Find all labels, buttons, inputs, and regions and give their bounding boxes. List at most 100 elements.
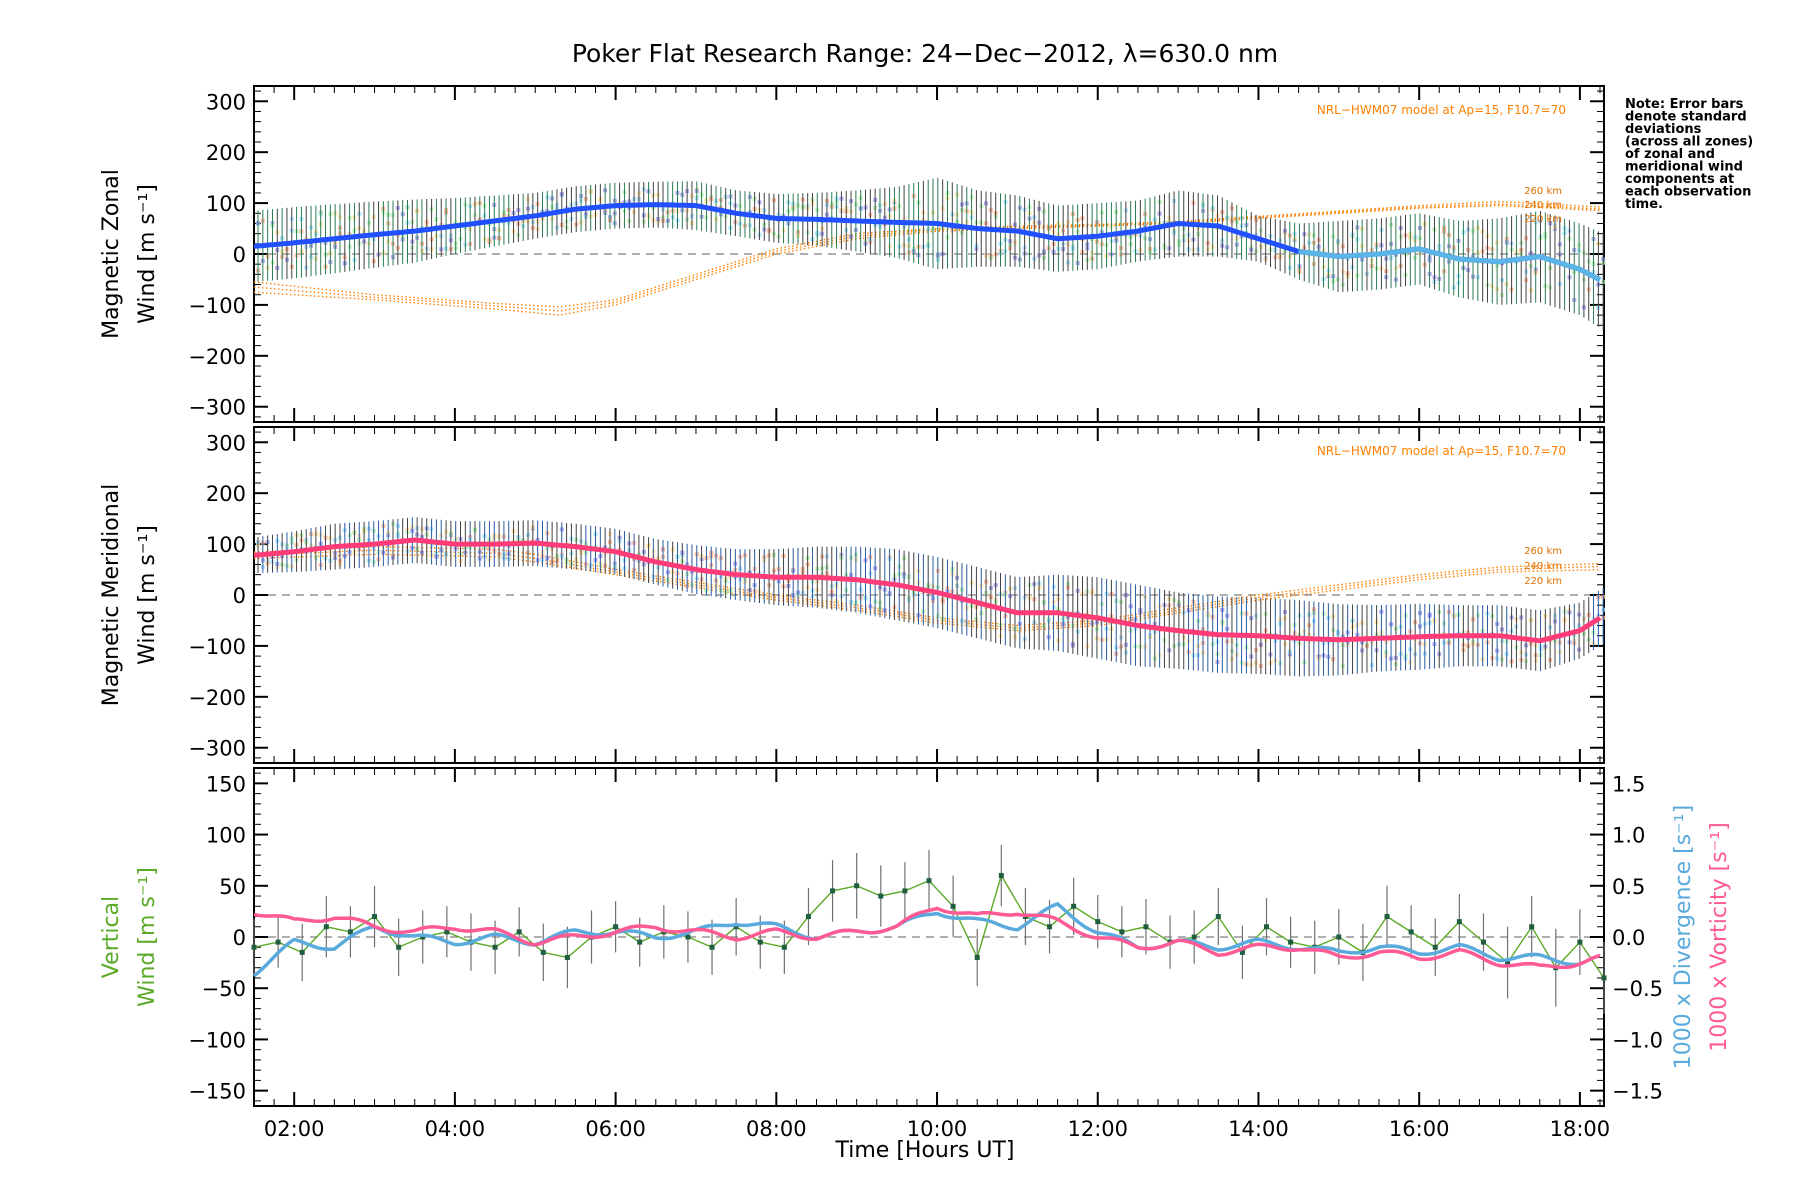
- vertical-wind-point: [1456, 919, 1462, 925]
- y-tick-label: −100: [188, 294, 246, 318]
- vertical-wind-point: [1264, 924, 1269, 930]
- note-line: Note: Error bars: [1625, 97, 1744, 112]
- vertical-wind-point: [950, 903, 956, 909]
- vertical-wind-point: [323, 924, 329, 930]
- vertical-wind-point: [347, 929, 353, 935]
- note-line: each observation: [1625, 185, 1751, 200]
- y-tick-label: 150: [206, 772, 246, 796]
- model-altitude-label: 220 km: [1524, 576, 1562, 587]
- y-tick-label: −200: [188, 345, 246, 369]
- vertical-wind-point: [1336, 934, 1342, 940]
- vertical-wind-point: [564, 954, 570, 960]
- vertical-wind-point: [685, 934, 691, 940]
- x-tick-label: 18:00: [1550, 1117, 1611, 1141]
- y-tick-label: −100: [188, 635, 246, 659]
- model-altitude-label: 240 km: [1524, 561, 1562, 572]
- mean-wind-line-late: [1298, 246, 1602, 283]
- vertical-wind-point: [1432, 944, 1438, 950]
- note-line: time.: [1625, 197, 1663, 212]
- vertical-wind-point: [1480, 939, 1486, 945]
- vertical-wind-point: [540, 949, 546, 955]
- y-tick-label: 300: [206, 431, 246, 455]
- model-altitude-label: 260 km: [1524, 186, 1562, 197]
- divergence-line: [252, 901, 1601, 978]
- y-tick-label: 0: [233, 584, 246, 608]
- note-line: of zonal and: [1625, 147, 1715, 162]
- model-altitude-label: 260 km: [1524, 546, 1562, 557]
- vertical-wind-point: [1095, 919, 1101, 925]
- vertical-wind-point: [372, 914, 378, 920]
- vertical-wind-point: [902, 888, 908, 894]
- y-tick-label: 50: [219, 875, 246, 899]
- vertical-wind-point: [878, 893, 884, 899]
- x-tick-label: 12:00: [1067, 1117, 1128, 1141]
- vertical-wind-point: [1119, 929, 1125, 935]
- vertical-wind-point: [1143, 924, 1149, 930]
- mean-wind-line: [253, 537, 1602, 644]
- model-curve: [253, 553, 1601, 632]
- y-tick-label: 200: [206, 141, 246, 165]
- vertical-wind-point: [1529, 924, 1535, 930]
- y-tick-label: 100: [206, 533, 246, 557]
- y-axis-title: Vertical: [99, 896, 124, 978]
- vertical-wind-point: [275, 939, 281, 945]
- vertical-wind-point: [1288, 939, 1294, 945]
- model-label: NRL−HWM07 model at Ap=15, F10.7=70: [1317, 444, 1566, 458]
- y2-tick-label: −0.5: [1612, 977, 1663, 1001]
- vertical-wind-point: [998, 873, 1004, 879]
- vertical-wind-point: [420, 934, 426, 940]
- vertical-wind-point: [709, 944, 715, 950]
- y2-tick-label: 0.0: [1612, 926, 1645, 950]
- y2-tick-label: −1.0: [1612, 1028, 1663, 1052]
- x-tick-label: 14:00: [1228, 1117, 1289, 1141]
- vertical-wind-point: [613, 924, 619, 930]
- y-axis-title: Magnetic Meridional: [99, 484, 124, 706]
- note-line: deviations: [1625, 122, 1702, 137]
- x-tick-label: 02:00: [264, 1117, 325, 1141]
- x-tick-label: 08:00: [746, 1117, 807, 1141]
- model-label: NRL−HWM07 model at Ap=15, F10.7=70: [1317, 103, 1566, 117]
- panel-vertical: 150 100 50 0 −50 −100 −150 Vertical Wind [m s⁻¹]…: [99, 767, 1732, 1141]
- vertical-wind-point: [492, 944, 498, 950]
- y-tick-label: 200: [206, 482, 246, 506]
- y-tick-label: −200: [188, 686, 246, 710]
- y-tick-label: −300: [188, 396, 246, 420]
- vertical-wind-point: [1577, 939, 1583, 945]
- vorticity-line: [253, 906, 1601, 970]
- x-tick-label: 10:00: [907, 1117, 968, 1141]
- y2-axis-title: 1000 x Divergence [s⁻¹]: [1671, 805, 1696, 1069]
- y-tick-label: 100: [206, 824, 246, 848]
- y-axis-title: Magnetic Zonal: [99, 169, 124, 339]
- vertical-wind-point: [854, 883, 860, 889]
- vertical-wind-point: [926, 878, 932, 884]
- y-axis-title: Wind [m s⁻¹]: [135, 867, 160, 1007]
- note-line: (across all zones): [1625, 135, 1753, 150]
- vertical-wind-point: [1239, 949, 1245, 955]
- y-axis-title: Wind [m s⁻¹]: [135, 184, 160, 324]
- x-tick-label: 04:00: [425, 1117, 486, 1141]
- note-line: meridional wind: [1625, 160, 1743, 175]
- vertical-wind-point: [1408, 929, 1414, 935]
- y2-tick-label: 1.5: [1612, 772, 1645, 796]
- vertical-wind-point: [781, 944, 787, 950]
- vertical-wind-point: [1505, 960, 1511, 966]
- vertical-wind-point: [637, 939, 643, 945]
- vertical-wind-point: [1601, 975, 1607, 981]
- y-tick-label: 0: [233, 926, 246, 950]
- vertical-wind-point: [1215, 914, 1221, 920]
- y-tick-label: −150: [188, 1080, 246, 1104]
- model-altitude-label: 240 km: [1524, 200, 1562, 211]
- y2-tick-label: 1.0: [1612, 824, 1645, 848]
- y-axis-title: Wind [m s⁻¹]: [135, 525, 160, 665]
- model-altitude-label: 220 km: [1524, 214, 1562, 225]
- vertical-wind-point: [1384, 914, 1390, 920]
- y-tick-label: −100: [188, 1028, 246, 1052]
- y-tick-label: −50: [202, 977, 246, 1001]
- y2-axis-title: 1000 x Vorticity [s⁻¹]: [1707, 822, 1732, 1052]
- note-line: denote standard: [1625, 110, 1747, 125]
- vertical-wind-point: [757, 939, 763, 945]
- vertical-wind-point: [1071, 903, 1077, 909]
- y-tick-label: 300: [206, 90, 246, 114]
- vertical-wind-point: [251, 944, 257, 950]
